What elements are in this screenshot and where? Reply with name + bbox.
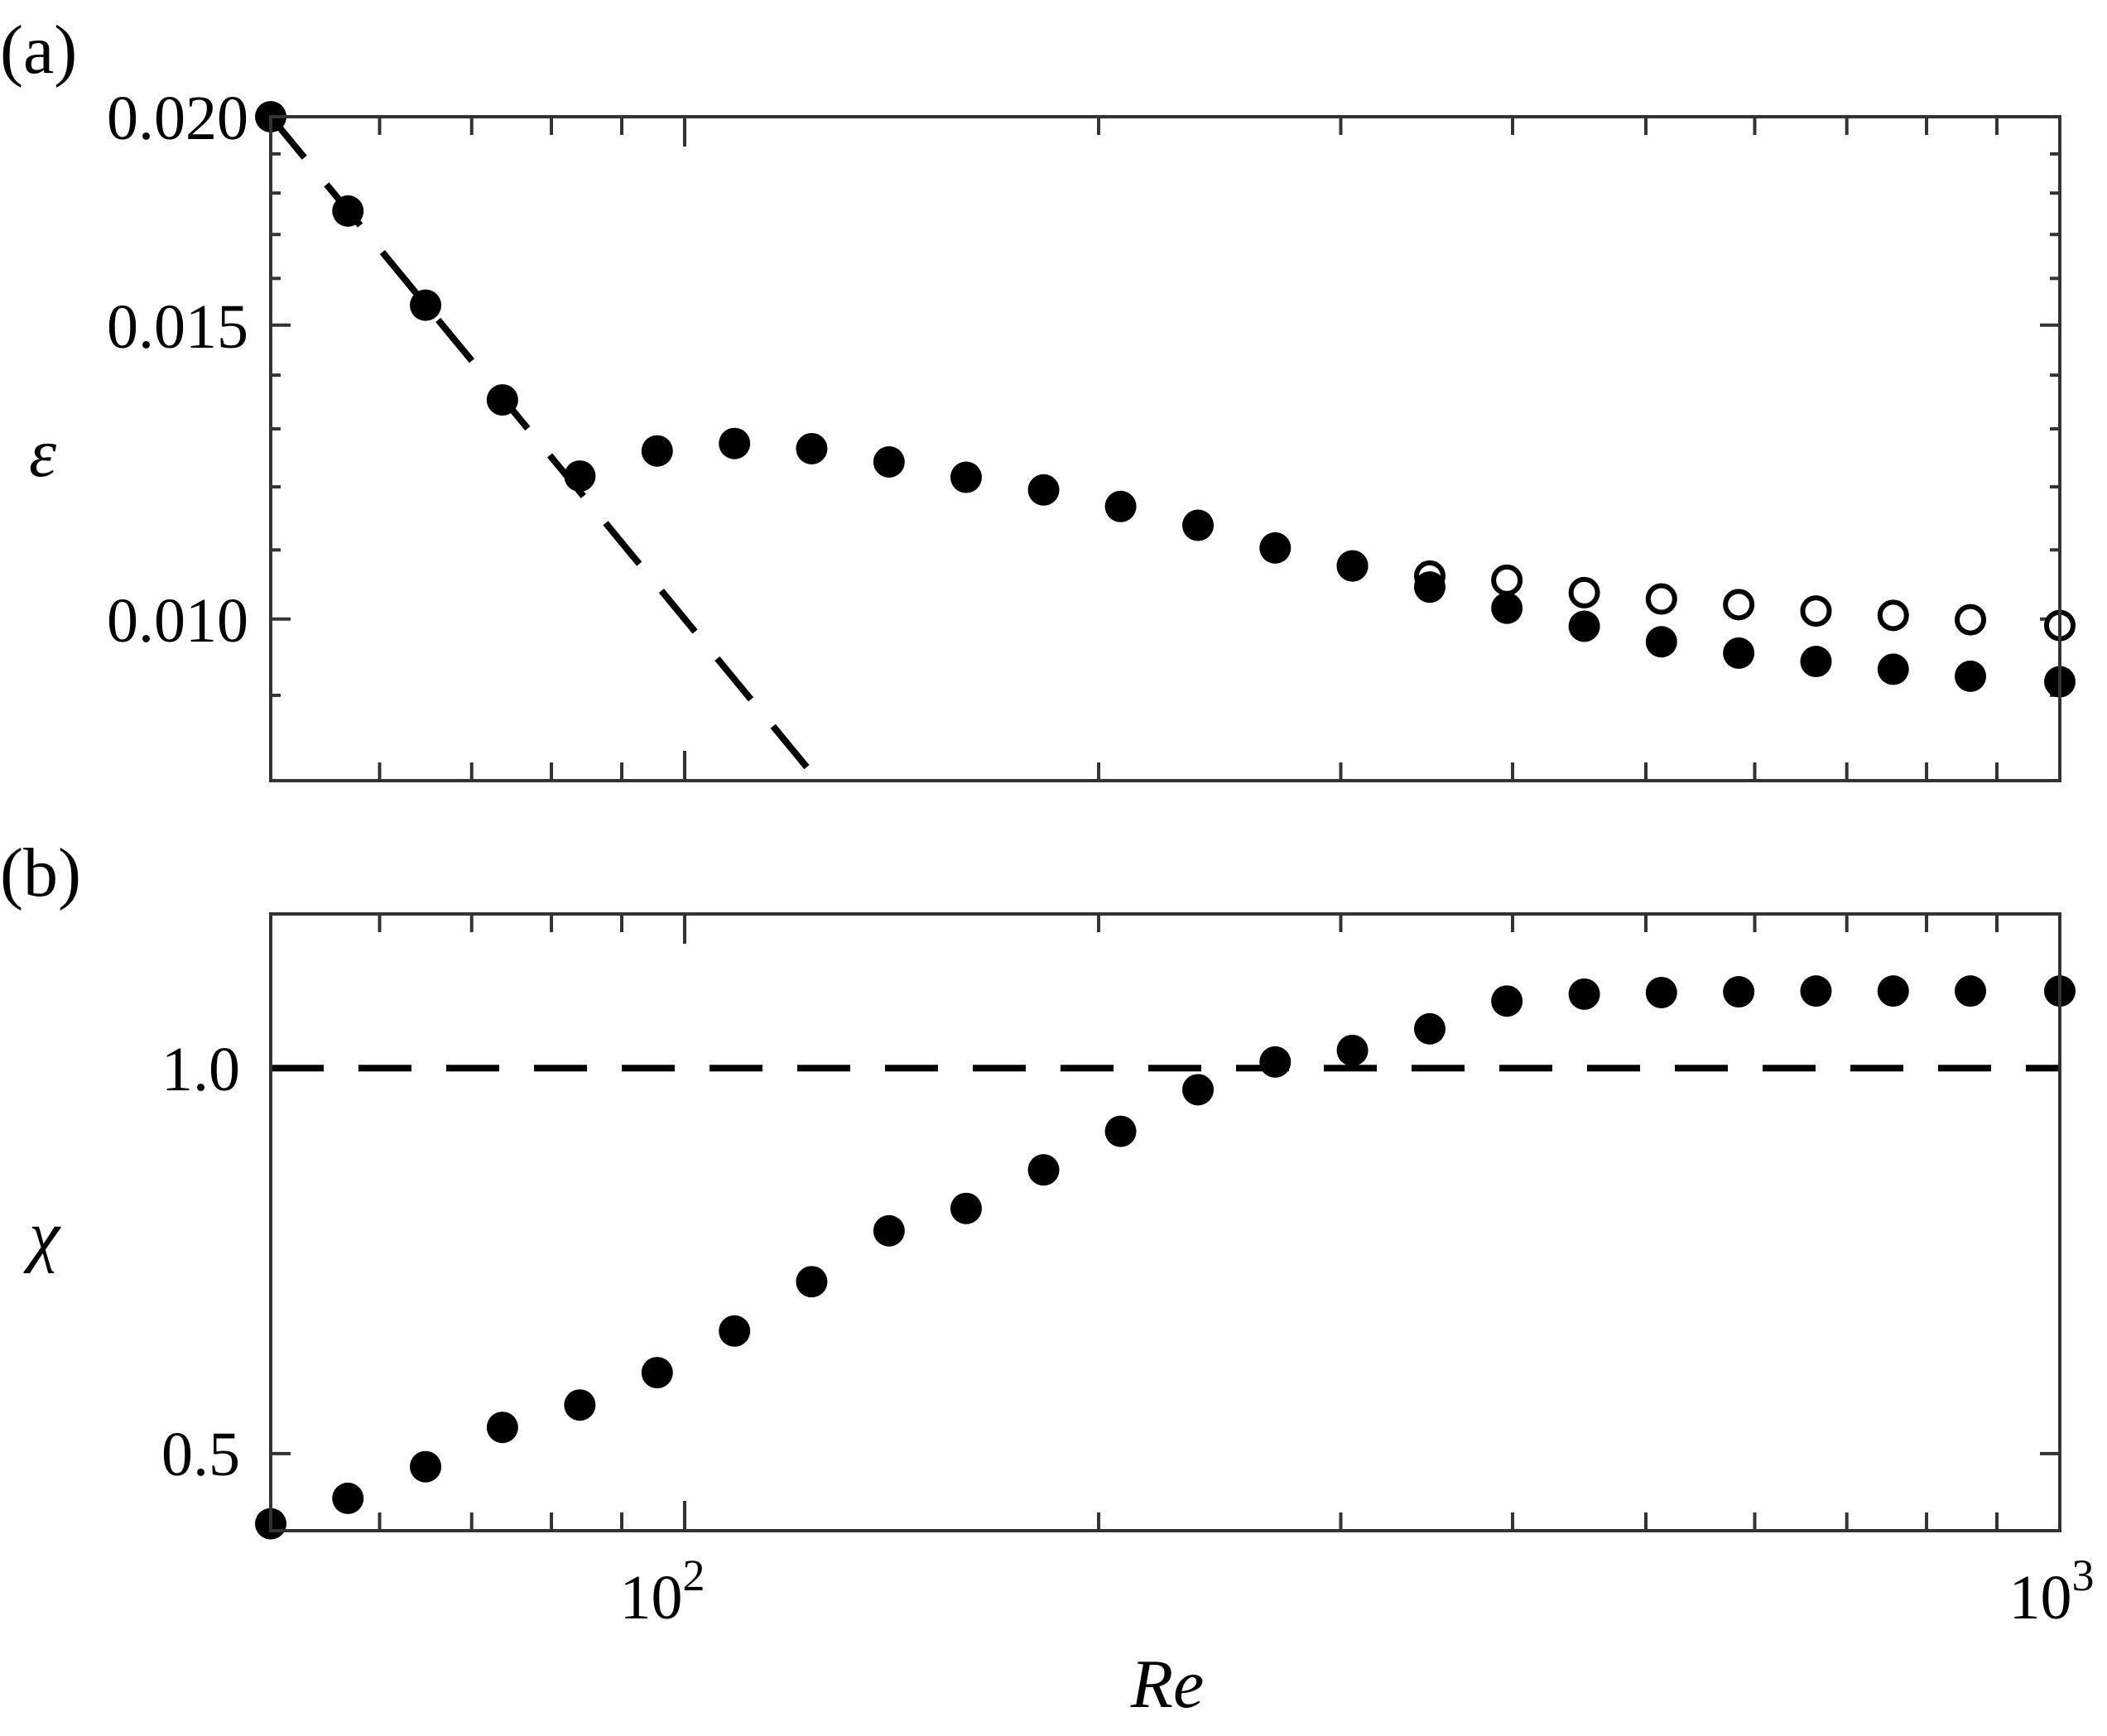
x-axis-title: Re (1130, 1646, 1205, 1723)
filled-circle-marker (719, 1315, 751, 1347)
panel-a-label: (a) (0, 12, 77, 89)
filled-circle-marker (796, 432, 828, 464)
ytick-label-0.020: 0.020 (107, 84, 248, 153)
filled-circle-marker (1259, 1046, 1292, 1078)
ytick-label-0.010: 0.010 (107, 586, 248, 656)
filled-circle-marker (1491, 592, 1523, 624)
filled-circle-marker (950, 1192, 982, 1224)
dashed-reference-line (267, 114, 821, 783)
filled-circle-marker (410, 289, 442, 321)
panel-b-label: (b) (0, 834, 81, 911)
open-circle-marker (1800, 595, 1832, 628)
filled-circle-marker (1568, 610, 1600, 642)
open-circle-marker (1491, 564, 1523, 596)
filled-circle-marker (719, 427, 751, 459)
panel-b-frame (269, 912, 2061, 1532)
filled-circle-marker (1336, 1034, 1369, 1066)
filled-circle-marker (1413, 571, 1446, 604)
panel-b-ylabel: χ (23, 1197, 61, 1274)
filled-circle-marker (873, 445, 905, 478)
filled-circle-marker (1413, 1012, 1446, 1045)
filled-circle-marker (1568, 978, 1600, 1010)
open-circle-marker (1723, 589, 1755, 621)
filled-circle-marker (1336, 550, 1369, 582)
filled-circle-marker (641, 435, 673, 467)
panel-a-frame (269, 115, 2061, 782)
xtick-label-100: 102 (620, 1551, 705, 1633)
panel-a-ticks (271, 115, 2060, 782)
filled-circle-marker (1027, 474, 1060, 506)
filled-circle-marker (332, 1482, 364, 1514)
filled-circle-marker (796, 1266, 828, 1298)
filled-circle-marker (332, 195, 364, 227)
filled-circle-marker (486, 1411, 518, 1444)
filled-circle-marker (1182, 509, 1215, 541)
open-circle-marker (1568, 576, 1600, 608)
open-circle-marker (1955, 604, 1987, 636)
xtick-label-1000: 103 (2009, 1551, 2095, 1633)
filled-circle-marker (1104, 1115, 1137, 1147)
panel-b-plot-area (255, 975, 2076, 1540)
filled-circle-marker (1104, 490, 1137, 522)
filled-circle-marker (1877, 653, 1909, 685)
filled-circle-marker (410, 1450, 442, 1483)
filled-circle-marker (564, 460, 596, 493)
filled-circle-marker (486, 384, 518, 416)
filled-circle-marker (1800, 975, 1832, 1007)
filled-circle-marker (1723, 637, 1755, 669)
filled-circle-marker (1800, 646, 1832, 678)
panel-b-ticks (271, 914, 2060, 1531)
filled-circle-marker (1645, 626, 1677, 658)
filled-circle-marker (1955, 660, 1987, 692)
panel-b: (b) χ 1.0 0.5 (0, 834, 2076, 1540)
filled-circle-marker (1491, 985, 1523, 1017)
ytick-label-0.5: 0.5 (161, 1420, 240, 1489)
panel-a-plot-area (255, 101, 2076, 783)
filled-circle-marker (1955, 975, 1987, 1007)
panel-a: (a) ε 0.020 0.015 0.010 (0, 12, 2076, 783)
ytick-label-0.015: 0.015 (107, 292, 248, 362)
ytick-label-1.0: 1.0 (161, 1035, 240, 1104)
x-axis-labels: 102 103 Re (620, 1551, 2095, 1723)
filled-circle-marker (564, 1389, 596, 1421)
filled-circle-marker (1645, 976, 1677, 1008)
panel-a-ylabel: ε (29, 415, 57, 492)
open-circle-marker (1877, 599, 1909, 632)
filled-circle-marker (1027, 1154, 1060, 1186)
filled-circle-marker (1259, 531, 1292, 564)
filled-circle-marker (1182, 1074, 1215, 1106)
filled-circle-marker (950, 461, 982, 493)
open-circle-marker (1645, 583, 1677, 615)
filled-circle-marker (1877, 975, 1909, 1007)
filled-circle-marker (641, 1357, 673, 1389)
filled-circle-marker (1723, 976, 1755, 1008)
filled-circle-marker (873, 1214, 905, 1247)
